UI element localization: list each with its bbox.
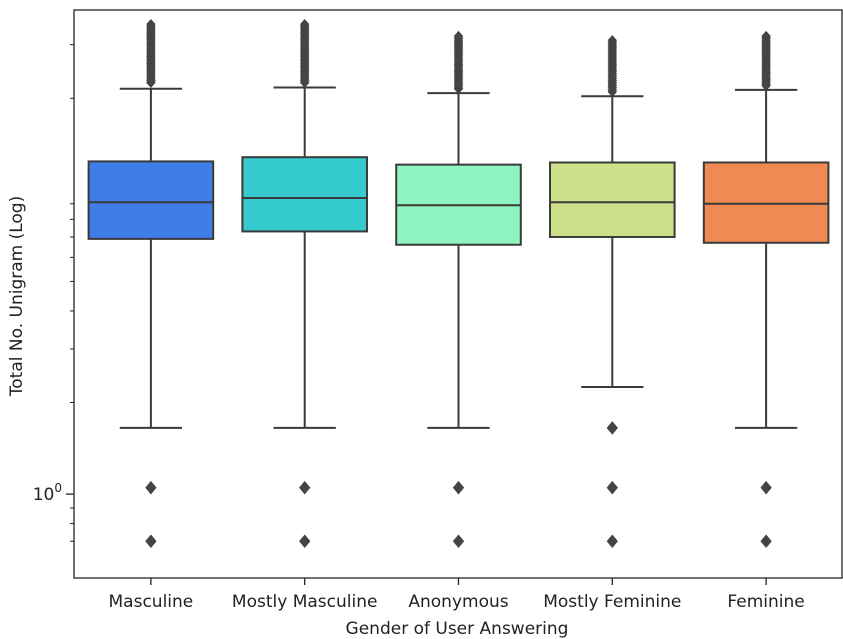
y-axis: 100 xyxy=(33,44,74,542)
outlier-point xyxy=(299,534,311,549)
outlier-point xyxy=(452,480,465,495)
outlier-point xyxy=(452,534,465,549)
y-tick-label: 100 xyxy=(33,481,62,505)
box-iqr xyxy=(241,156,368,233)
x-tick-label: Mostly Masculine xyxy=(232,592,378,612)
x-tick-label: Mostly Feminine xyxy=(543,592,681,612)
x-axis-title: Gender of User Answering xyxy=(346,619,569,639)
x-tick-label: Masculine xyxy=(109,592,194,612)
x-axis: Masculine Mostly Masculine Anonymous Mostly… xyxy=(109,578,805,612)
outlier-point xyxy=(299,480,311,495)
box-iqr xyxy=(87,160,215,240)
outlier-point xyxy=(606,480,618,495)
outlier-point xyxy=(606,534,618,549)
box-group xyxy=(87,18,215,549)
outlier-point xyxy=(606,421,618,435)
y-tick-label-exponent: 0 xyxy=(54,481,62,495)
outlier-point xyxy=(760,534,772,549)
outlier-point xyxy=(145,534,157,549)
box-group xyxy=(702,30,830,549)
x-tick-label: Feminine xyxy=(727,592,804,612)
box-group xyxy=(241,18,368,549)
y-axis-title: Total No. Unigram (Log) xyxy=(7,196,27,397)
box-iqr xyxy=(549,161,676,238)
outlier-point xyxy=(145,480,157,495)
outlier-point xyxy=(760,480,772,495)
plot-area xyxy=(73,9,843,579)
x-tick-label: Anonymous xyxy=(408,592,508,612)
outlier-point xyxy=(453,30,464,42)
outlier-point xyxy=(299,18,310,30)
outlier-point xyxy=(761,30,771,42)
box-group xyxy=(395,30,522,549)
outlier-point xyxy=(146,18,156,30)
box-group xyxy=(549,34,676,549)
y-tick-label-base: 10 xyxy=(33,485,55,505)
outlier-point xyxy=(607,34,618,46)
box-iqr xyxy=(702,161,830,244)
